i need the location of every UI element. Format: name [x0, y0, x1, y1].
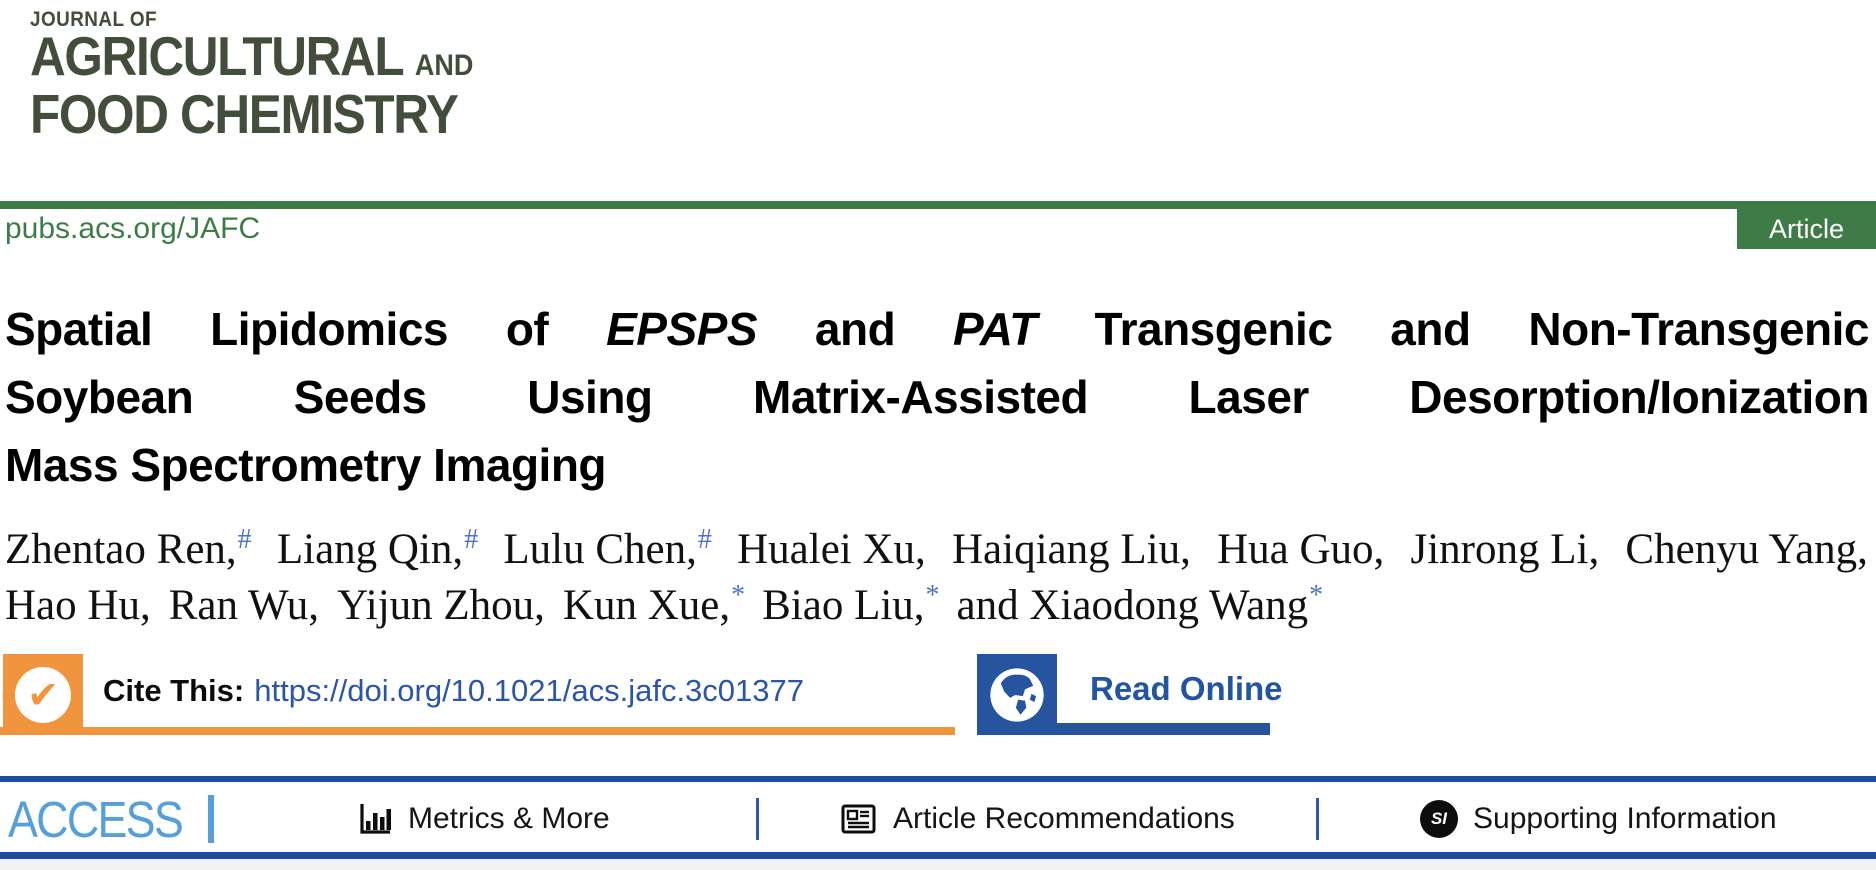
corresponding-author-mark: *	[731, 579, 746, 611]
footer-rule-bottom	[0, 852, 1876, 859]
title-italic-epsps: EPSPS	[606, 303, 758, 355]
cite-this-row: Cite This: https://doi.org/10.1021/acs.j…	[103, 654, 804, 727]
journal-logo: JOURNAL OF AGRICULTURAL AND FOOD CHEMIST…	[30, 8, 474, 145]
author: Jinrong Li,	[1410, 526, 1600, 573]
access-link[interactable]: ACCESS	[8, 790, 214, 848]
title-line-3: Mass Spectrometry Imaging	[5, 439, 607, 491]
author: Hao Hu,	[5, 582, 151, 629]
metrics-label: Metrics & More	[408, 802, 610, 835]
corresponding-author-mark: *	[925, 579, 940, 611]
read-online-button[interactable]: Read Online	[1090, 669, 1283, 707]
access-label: ACCESS	[8, 790, 184, 848]
footer-divider	[1316, 798, 1319, 840]
author: Zhentao Ren,#	[5, 523, 252, 573]
journal-url-link[interactable]: pubs.acs.org/JAFC	[5, 212, 261, 245]
corresponding-author-mark: *	[1309, 579, 1324, 611]
author: Haiqiang Liu,	[952, 526, 1191, 573]
cite-this-label: Cite This:	[103, 672, 245, 708]
author-line-2: Hao Hu, Ran Wu, Yijun Zhou, Kun Xue,* Bi…	[5, 574, 1869, 630]
footer-divider	[756, 798, 759, 840]
affiliation-mark: #	[464, 523, 479, 555]
metrics-and-more-link[interactable]: Metrics & More	[357, 790, 610, 848]
affiliation-mark: #	[237, 523, 252, 555]
footer-links-row: ACCESS Metrics & More Arti	[0, 790, 1876, 848]
read-online-underline	[1057, 723, 1270, 735]
page-edge	[0, 859, 1876, 870]
newspaper-icon	[841, 804, 876, 834]
article-recommendations-link[interactable]: Article Recommendations	[838, 790, 1235, 848]
globe-icon	[990, 667, 1044, 722]
supporting-information-link[interactable]: SI Supporting Information	[1420, 790, 1777, 848]
read-online-tile[interactable]	[977, 654, 1057, 735]
author-list: Zhentao Ren,# Liang Qin,# Lulu Chen,# Hu…	[5, 518, 1869, 630]
journal-name-line2: FOOD CHEMISTRY	[30, 83, 459, 145]
journal-name-line1: AGRICULTURAL AND	[30, 25, 474, 87]
author: Liang Qin,#	[276, 523, 479, 573]
affiliation-mark: #	[697, 523, 712, 555]
title-italic-pat: PAT	[953, 303, 1037, 355]
checkmark-icon: ✔	[15, 666, 71, 723]
author: Hualei Xu,	[737, 526, 926, 573]
author: Kun Xue,*	[562, 579, 746, 629]
access-divider	[207, 795, 214, 843]
cite-underline	[0, 727, 955, 735]
author: Biao Liu,*	[762, 579, 940, 629]
author: Yijun Zhou,	[337, 582, 545, 629]
cite-check-tile: ✔	[3, 654, 83, 735]
author: Chenyu Yang,	[1625, 526, 1868, 573]
author: Lulu Chen,#	[503, 523, 712, 573]
author-line-1: Zhentao Ren,# Liang Qin,# Lulu Chen,# Hu…	[5, 518, 1869, 574]
title-line-1: Spatial Lipidomics of EPSPS and PAT Tran…	[5, 303, 1870, 355]
title-line-2: Soybean Seeds Using Matrix-Assisted Lase…	[5, 371, 1870, 423]
journal-kicker: JOURNAL OF	[30, 8, 158, 31]
supporting-label: Supporting Information	[1473, 802, 1777, 835]
si-icon: SI	[1420, 800, 1458, 838]
masthead-rule	[0, 201, 1876, 209]
bar-chart-icon	[360, 804, 391, 834]
article-type-badge: Article	[1737, 209, 1876, 249]
journal-name-and: AND	[414, 49, 474, 82]
footer-rule-top	[0, 776, 1876, 782]
doi-link[interactable]: https://doi.org/10.1021/acs.jafc.3c01377	[254, 672, 804, 708]
author: Ran Wu,	[168, 582, 320, 629]
author: and Xiaodong Wang*	[956, 579, 1324, 629]
author: Hua Guo,	[1217, 526, 1385, 573]
cite-bar: ✔ Cite This: https://doi.org/10.1021/acs…	[0, 654, 1876, 736]
recommendations-label: Article Recommendations	[893, 802, 1235, 835]
article-title: Spatial Lipidomics of EPSPS and PAT Tran…	[5, 295, 1870, 499]
